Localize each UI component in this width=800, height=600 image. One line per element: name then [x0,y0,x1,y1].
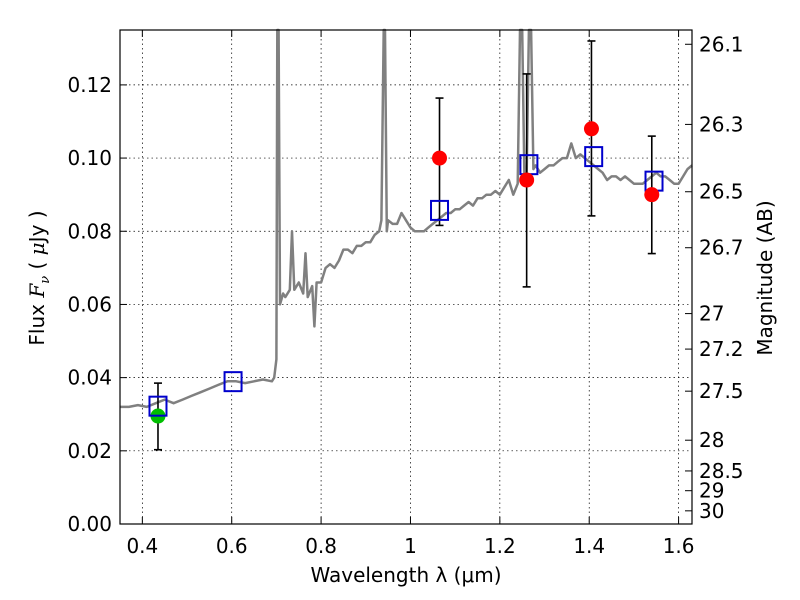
observed-point-red [432,150,448,166]
y-axis-label-mu: μ [25,242,49,255]
right-tick-label: 28.5 [699,459,744,483]
axis-ticks [120,30,692,525]
observed-point-red [583,121,599,137]
error-bars [153,40,656,451]
right-tick-label: 26.7 [699,236,744,260]
observed-point-red [644,187,660,203]
data-markers [148,121,664,424]
model-box [223,371,243,393]
x-axis-label: Wavelength λ (μm) [310,563,501,587]
right-tick-label: 28 [699,428,724,452]
y-tick-label: 0.06 [67,292,112,316]
y-tick-label: 0.12 [67,73,112,97]
y-tick-label: 0.00 [67,512,112,536]
right-tick-label: 26.5 [699,180,744,204]
y-axis-label-jy: Jy ) [25,210,49,244]
right-tick-label: 29 [699,479,724,503]
right-tick-label: 30 [699,499,724,523]
x-tick-label: 1 [404,534,417,558]
y-tick-label: 0.04 [67,366,112,390]
right-tick-label: 26.3 [699,112,744,136]
y-tick-label: 0.02 [67,439,112,463]
y-tick-label: 0.10 [67,146,112,170]
tick-labels: 0.4 0.6 0.8 1 1.2 1.4 1.6 0.00 0.02 0.04 0.06 0.08 0… [67,32,743,558]
y-axis-label-unit: ( [25,255,49,276]
spectrum-line [120,28,693,409]
x-tick-label: 0.4 [126,534,158,558]
y-tick-label: 0.08 [67,219,112,243]
y-axis-label-subscript: ν [38,276,53,284]
spectrum-series [120,28,693,409]
right-tick-label: 26.1 [699,32,744,56]
x-tick-label: 1.6 [663,534,695,558]
observed-point-red [519,172,535,188]
right-tick-label: 27.2 [699,337,744,361]
x-tick-label: 0.8 [305,534,337,558]
x-tick-label: 1.2 [484,534,516,558]
model-box [148,395,168,417]
model-box [584,146,604,168]
right-axis-label: Magnitude (AB) [753,200,777,355]
plot-frame [119,29,693,525]
y-axis-label-symbol: F [25,283,49,299]
x-tick-label: 0.6 [216,534,248,558]
right-tick-label: 27.5 [699,379,744,403]
y-axis-label: Flux Fν ( μJy ) [25,210,53,345]
y-axis-label-flux: Flux [25,298,49,346]
model-box [430,199,450,221]
x-tick-label: 1.4 [573,534,605,558]
grid [120,30,692,525]
right-tick-label: 27 [699,302,724,326]
